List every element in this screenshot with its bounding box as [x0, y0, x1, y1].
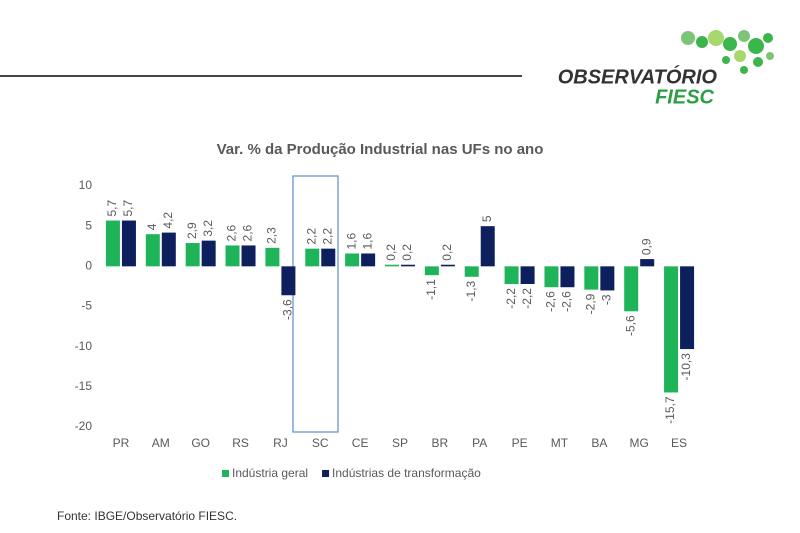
x-tick-label: SP	[392, 436, 408, 450]
bar	[520, 266, 535, 285]
logo-text: OBSERVATÓRIO	[558, 64, 718, 88]
y-tick-label: -15	[75, 379, 93, 393]
y-tick-label: -5	[81, 299, 92, 313]
data-label: 0,2	[440, 244, 454, 261]
bar	[424, 266, 439, 276]
y-tick-label: 10	[79, 178, 93, 192]
data-label: 2,3	[265, 227, 279, 244]
data-label: 2,9	[185, 222, 199, 239]
x-tick-label: MT	[551, 436, 569, 450]
bar	[401, 264, 415, 267]
logo-dots	[681, 30, 774, 74]
x-tick-label: MG	[630, 436, 649, 450]
x-tick-label: ES	[671, 436, 687, 450]
bar	[225, 245, 240, 267]
bar	[321, 248, 336, 267]
bar	[584, 266, 599, 290]
data-label: -2,2	[520, 288, 534, 309]
bar	[600, 266, 615, 291]
data-label: -2,9	[584, 293, 598, 314]
data-label: 0,2	[400, 244, 414, 261]
bar	[265, 247, 280, 267]
x-tick-label: SC	[312, 436, 329, 450]
data-label: -2,2	[504, 288, 518, 309]
bar	[664, 266, 679, 393]
data-label: 0,2	[384, 244, 398, 261]
bar	[385, 264, 399, 267]
legend-swatch	[322, 470, 330, 477]
data-label: -15,7	[663, 396, 677, 424]
x-tick-label: GO	[191, 436, 210, 450]
bar	[440, 264, 455, 267]
y-tick-label: 0	[85, 259, 92, 273]
data-label: -3	[600, 294, 614, 305]
bar	[504, 266, 519, 285]
x-tick-label: RS	[232, 436, 249, 450]
bar	[464, 266, 479, 277]
data-label: -3,6	[281, 299, 295, 320]
legend-swatch	[222, 470, 229, 477]
data-label: 2,6	[241, 224, 255, 241]
bar	[480, 226, 495, 267]
data-label: 2,2	[320, 228, 334, 245]
x-tick-label: BA	[591, 436, 607, 450]
data-label: 5	[480, 215, 494, 222]
bar	[281, 266, 296, 296]
bar	[361, 253, 376, 267]
bar	[624, 266, 639, 312]
bar	[201, 240, 216, 267]
x-tick-label: AM	[152, 436, 170, 450]
data-label: 0,9	[639, 238, 653, 255]
legend-label: Indústrias de transformação	[332, 466, 481, 480]
data-label: 5,7	[121, 200, 135, 217]
data-label: 4	[145, 223, 159, 230]
data-label: -1,1	[424, 279, 438, 300]
bar	[145, 234, 160, 267]
x-tick-label: PR	[113, 436, 130, 450]
bar	[560, 266, 575, 288]
data-label: 2,2	[304, 228, 318, 245]
chart-title: Var. % da Produção Industrial nas UFs no…	[217, 141, 544, 158]
data-label: 2,6	[225, 224, 239, 241]
bar	[640, 259, 655, 267]
bar	[241, 245, 256, 267]
data-label: -5,6	[623, 315, 637, 336]
data-label: 1,6	[344, 232, 358, 249]
source-note: Fonte: IBGE/Observatório FIESC.	[57, 509, 237, 523]
y-tick-label: 5	[85, 218, 92, 232]
data-label: 3,2	[201, 220, 215, 237]
x-tick-label: PE	[512, 436, 528, 450]
data-label: 4,2	[161, 212, 175, 229]
bar	[185, 243, 200, 267]
x-tick-label: RJ	[273, 436, 288, 450]
y-tick-label: -10	[75, 339, 93, 353]
bar	[544, 266, 559, 288]
data-label: 1,6	[360, 232, 374, 249]
bar	[305, 248, 320, 267]
bar	[105, 220, 120, 267]
data-label: -10,3	[679, 353, 693, 381]
x-tick-label: BR	[432, 436, 449, 450]
bar	[345, 253, 360, 267]
x-tick-label: PA	[472, 436, 487, 450]
highlight-box	[292, 175, 339, 433]
bar	[680, 266, 695, 350]
y-tick-label: -20	[75, 419, 93, 433]
legend-label: Indústria geral	[232, 466, 308, 480]
data-label: 5,7	[105, 200, 119, 217]
bar	[161, 232, 176, 267]
bar	[121, 220, 136, 267]
data-label: -1,3	[464, 280, 478, 301]
data-label: -2,6	[544, 291, 558, 312]
logo-text: FIESC	[655, 86, 714, 108]
data-label: -2,6	[560, 291, 574, 312]
x-tick-label: CE	[352, 436, 369, 450]
